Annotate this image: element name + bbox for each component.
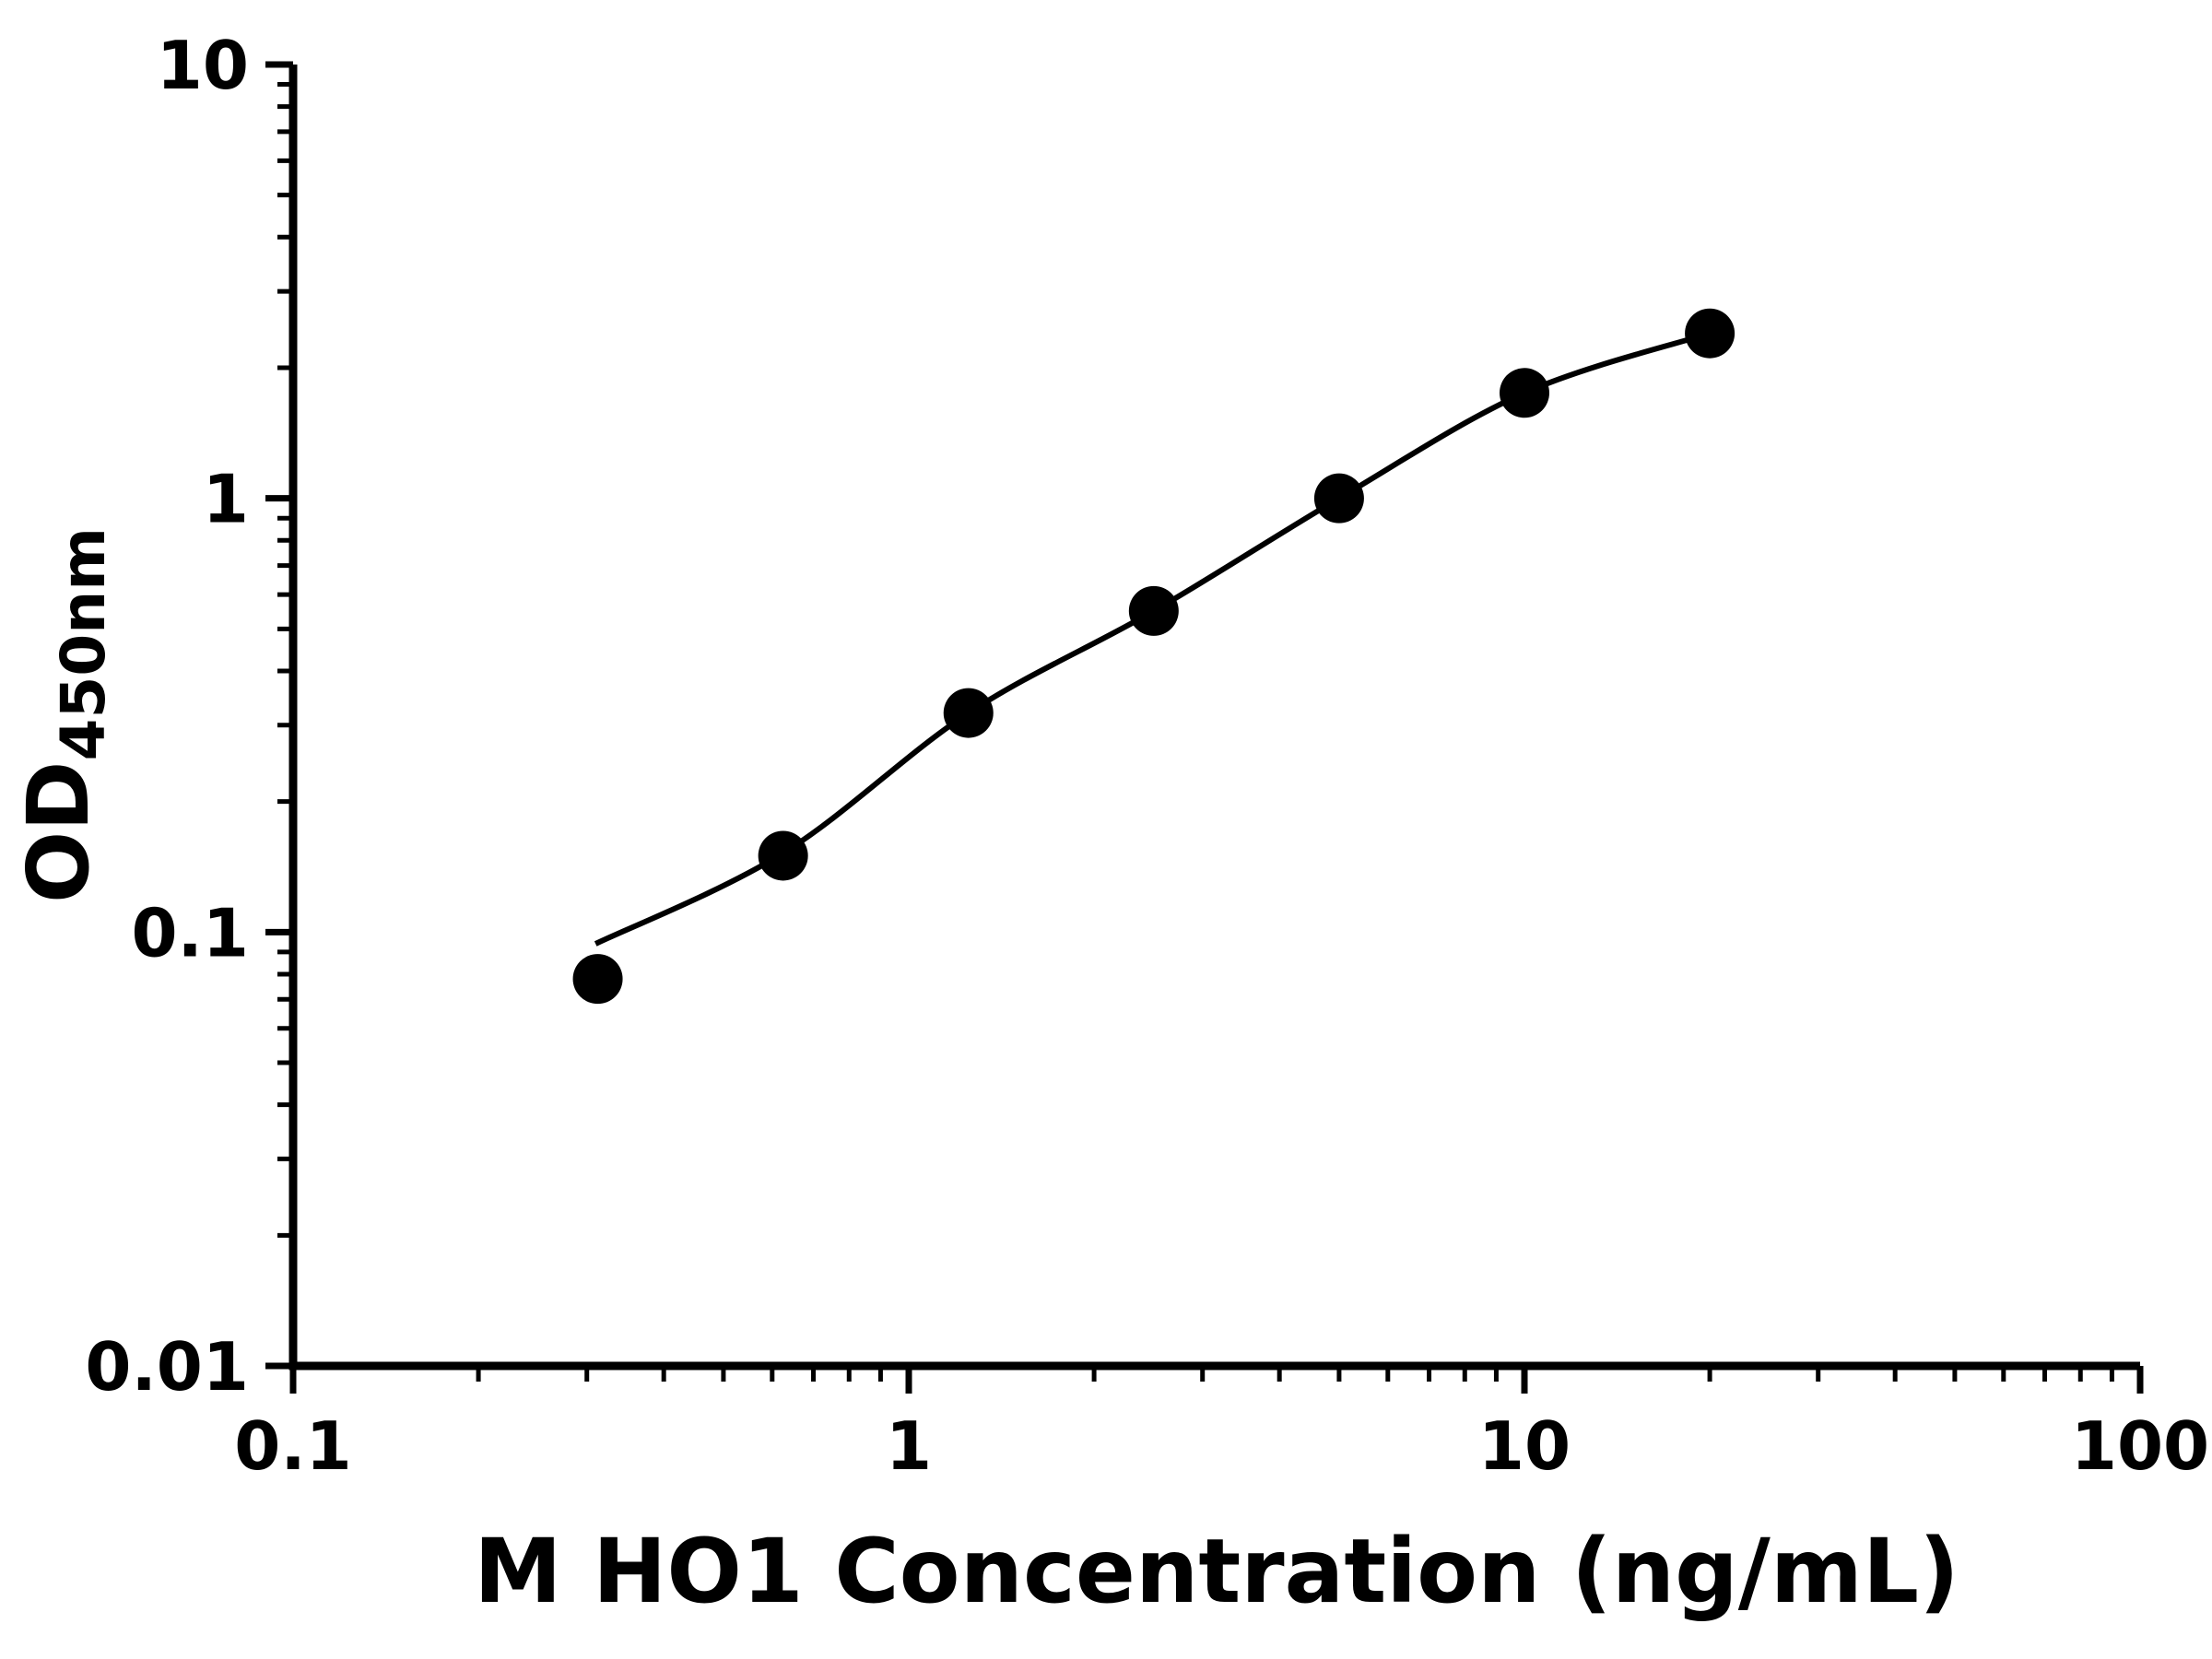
axes-spines bbox=[288, 65, 2140, 1371]
y-tick-label: 10 bbox=[157, 27, 249, 104]
data-point bbox=[1313, 473, 1364, 524]
data-point bbox=[943, 688, 994, 738]
y-axis-title: OD450nm bbox=[9, 527, 119, 903]
x-tick-label: 0.1 bbox=[234, 1407, 352, 1485]
x-axis-title: M HO1 Concentration (ng/mL) bbox=[474, 1520, 1959, 1623]
y-tick-label: 0.01 bbox=[85, 1328, 249, 1406]
data-point bbox=[572, 954, 623, 1005]
data-point bbox=[758, 830, 808, 881]
y-tick-label: 1 bbox=[203, 461, 249, 538]
y-axis-title-main: OD bbox=[9, 760, 108, 903]
y-axis-title-subscript: 450nm bbox=[48, 527, 119, 761]
x-tick-label: 1 bbox=[886, 1407, 932, 1485]
data-point bbox=[1685, 308, 1735, 359]
data-point bbox=[1128, 585, 1179, 636]
x-tick-label: 100 bbox=[2071, 1407, 2209, 1485]
y-tick-label: 0.1 bbox=[131, 894, 249, 971]
data-point bbox=[1500, 368, 1549, 418]
x-tick-label: 10 bbox=[1478, 1407, 1571, 1485]
